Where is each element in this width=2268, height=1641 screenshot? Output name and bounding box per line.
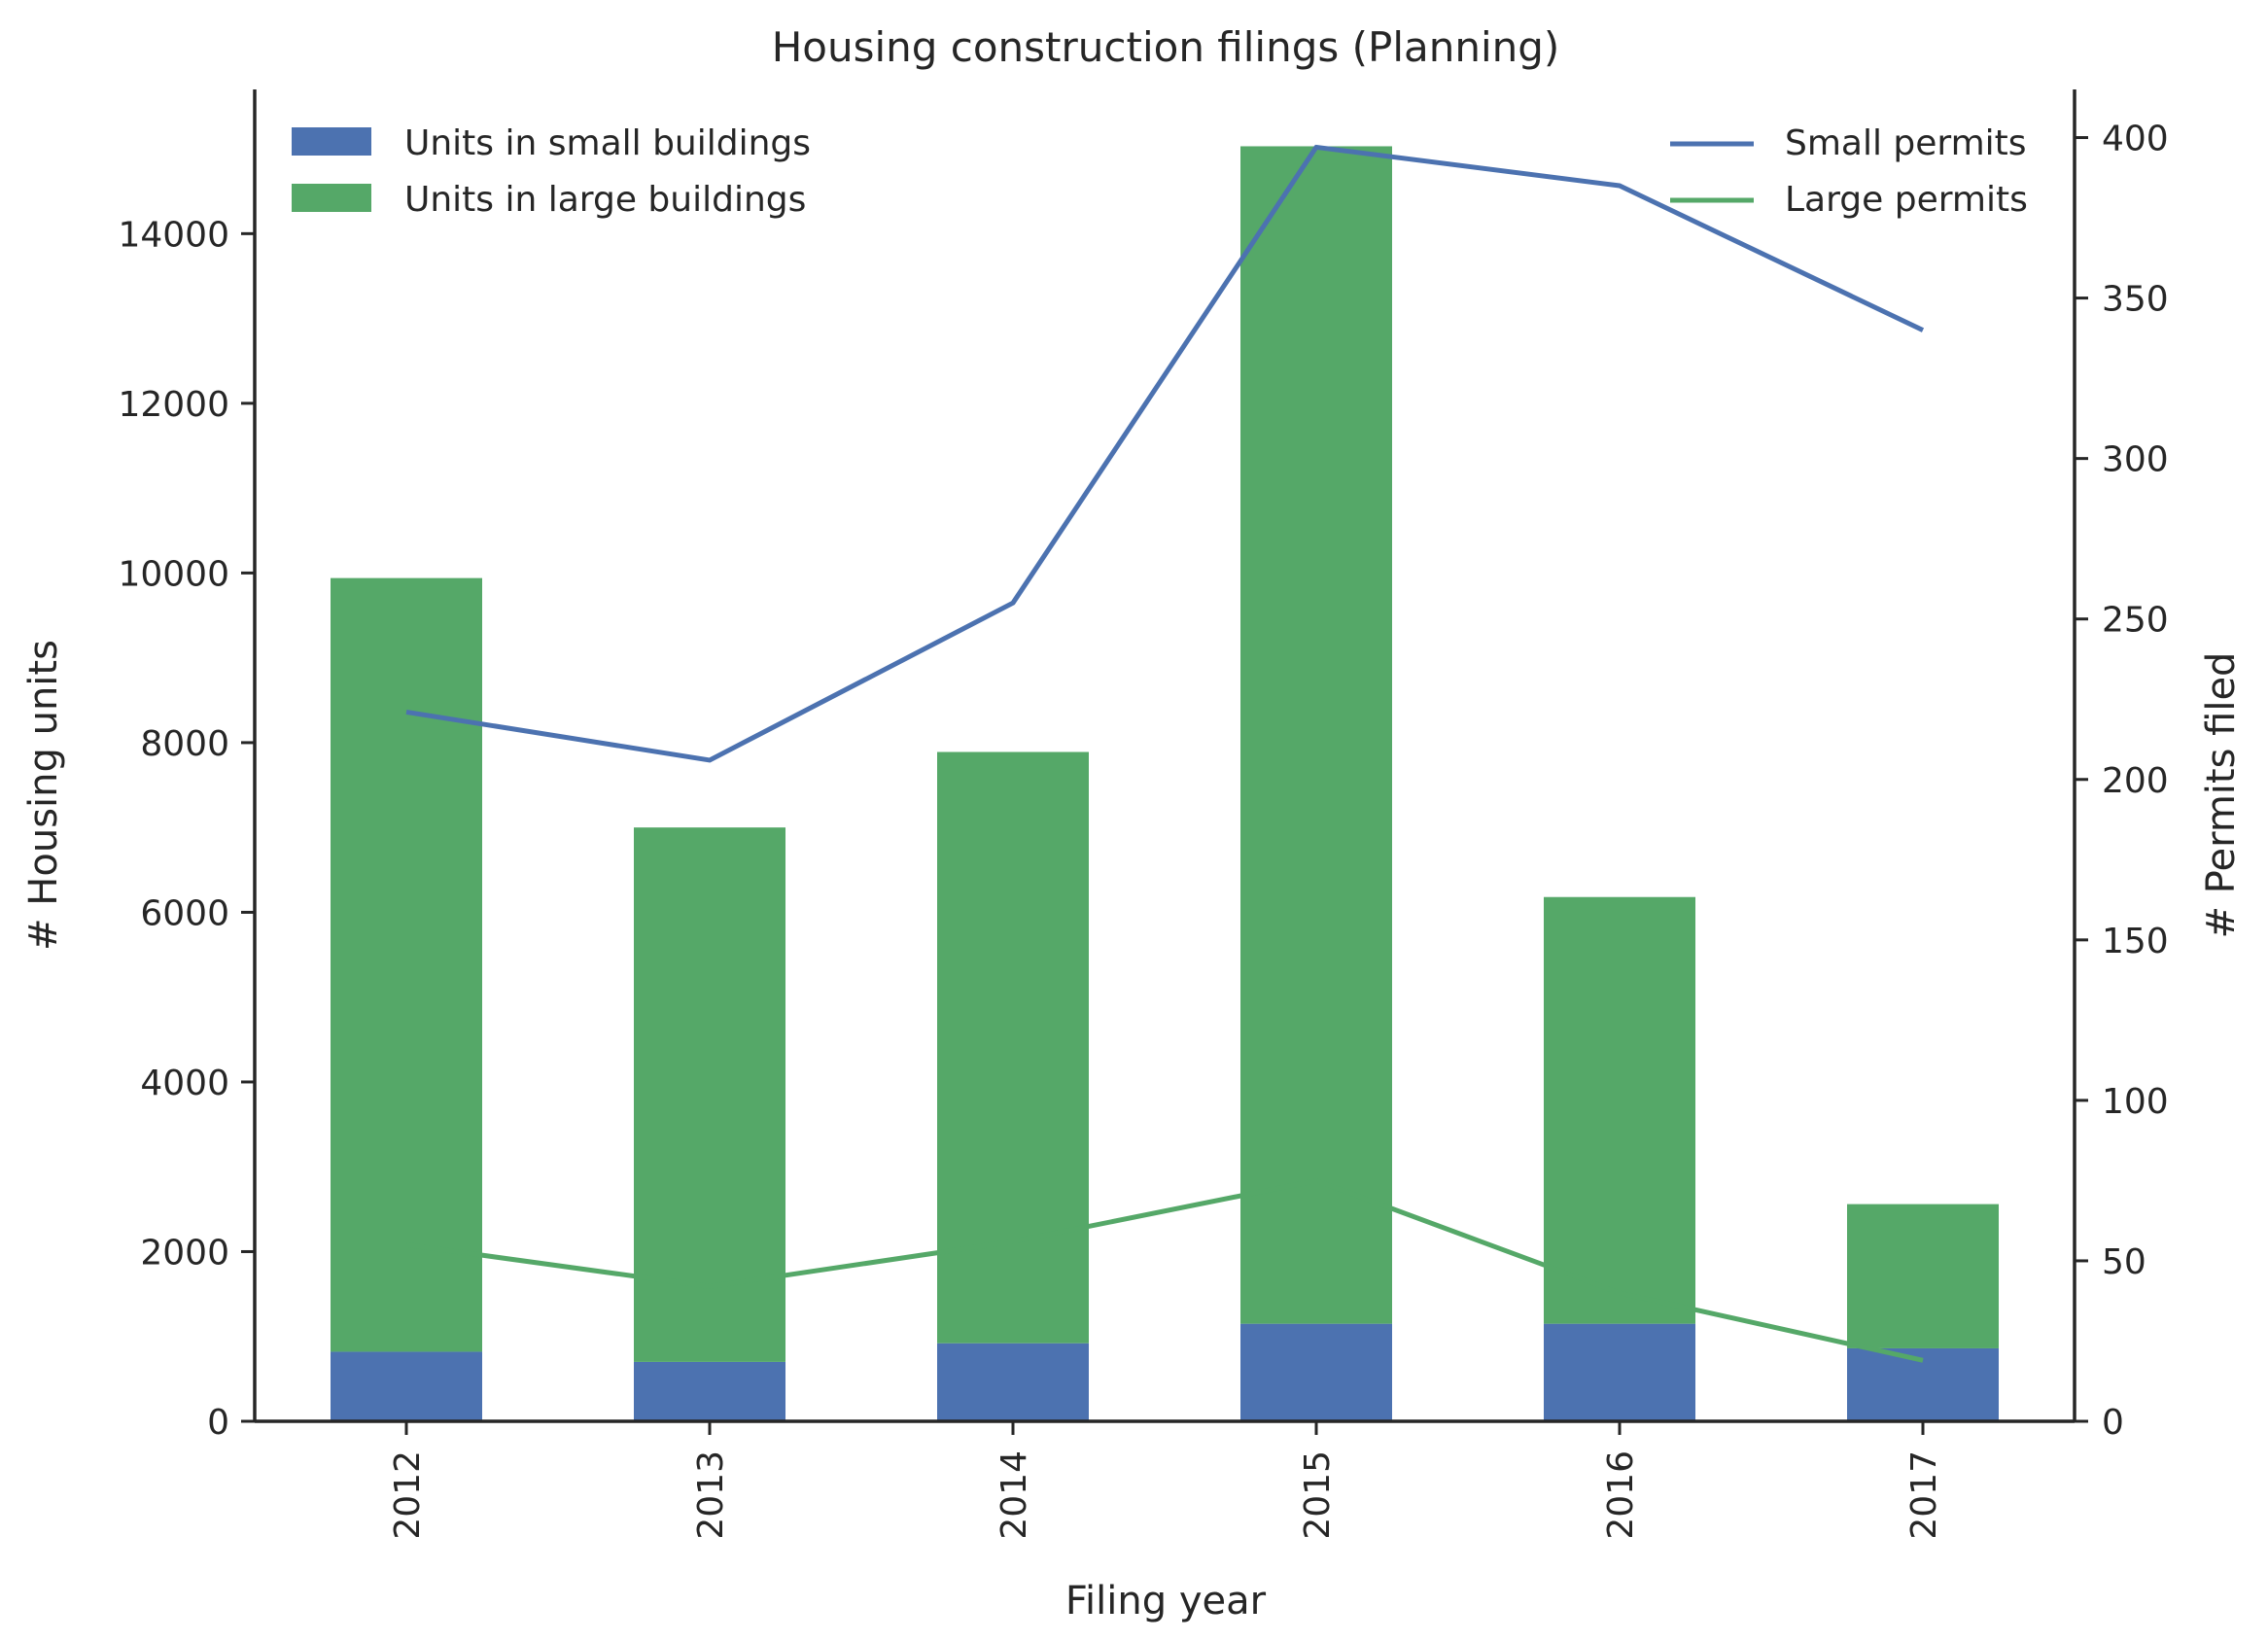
y2-tick-label: 150 — [2102, 922, 2169, 961]
y2-tick-label: 100 — [2102, 1082, 2169, 1122]
axes-layer: 0 2000 4000 6000 8000 10000 12000 14000 0 50 100 15… — [118, 89, 2169, 1540]
y2-tick-label: 200 — [2102, 761, 2169, 801]
bar-small-2013 — [634, 1361, 785, 1421]
line-large-permits — [405, 1177, 1924, 1363]
chart-title: Housing construction filings (Planning) — [772, 23, 1560, 71]
bar-small-2014 — [937, 1343, 1089, 1421]
y-tick-label: 10000 — [118, 554, 229, 594]
y-tick-label: 12000 — [118, 385, 229, 425]
y-tick-label: 8000 — [140, 724, 229, 764]
x-tick-label: 2012 — [388, 1450, 428, 1540]
legend-lines: Small permits Large permits — [1670, 123, 2028, 220]
lines-layer — [405, 144, 1925, 1363]
bar-large-2012 — [331, 577, 482, 1352]
x-tick-label: 2015 — [1298, 1450, 1338, 1540]
bar-small-2015 — [1240, 1323, 1392, 1421]
y2-tick-label: 250 — [2102, 601, 2169, 641]
x-tick-label: 2014 — [994, 1450, 1034, 1540]
y2-axis-title: # Permits filed — [2199, 652, 2244, 939]
x-tick-label: 2013 — [691, 1450, 731, 1540]
bar-large-2017 — [1847, 1204, 1999, 1348]
bar-large-2013 — [634, 827, 785, 1362]
line-small-permits — [405, 144, 1925, 763]
y-tick-label: 4000 — [140, 1064, 229, 1103]
legend-swatch-1 — [292, 184, 371, 212]
y-tick-label: 6000 — [140, 893, 229, 933]
y-tick-label: 2000 — [140, 1233, 229, 1273]
legend-label: Small permits — [1785, 123, 2027, 163]
bar-small-2012 — [331, 1351, 482, 1421]
bars-layer — [331, 146, 1999, 1421]
bar-large-2015 — [1240, 146, 1392, 1324]
x-tick-label: 2016 — [1601, 1450, 1641, 1540]
legend-label: Units in small buildings — [404, 123, 811, 163]
y2-tick-label: 300 — [2102, 440, 2169, 480]
y-tick-label: 14000 — [118, 215, 229, 255]
y2-tick-label: 0 — [2102, 1403, 2124, 1443]
bar-small-2016 — [1544, 1323, 1695, 1421]
legend-bars: Units in small buildings Units in large b… — [292, 123, 811, 220]
bar-small-2017 — [1847, 1347, 1999, 1421]
y2-tick-label: 400 — [2102, 120, 2169, 159]
legend-label: Large permits — [1785, 180, 2028, 220]
legend-label: Units in large buildings — [404, 180, 806, 220]
y2-tick-label: 50 — [2102, 1242, 2146, 1282]
y2-tick-label: 350 — [2102, 280, 2169, 320]
x-tick-label: 2017 — [1904, 1450, 1944, 1540]
bar-large-2016 — [1544, 896, 1695, 1324]
y-tick-label: 0 — [207, 1403, 229, 1443]
y-axis-title: # Housing units — [21, 640, 66, 951]
bar-large-2014 — [937, 751, 1089, 1344]
x-axis-title: Filing year — [1065, 1579, 1267, 1624]
legend-swatch-0 — [292, 127, 371, 156]
